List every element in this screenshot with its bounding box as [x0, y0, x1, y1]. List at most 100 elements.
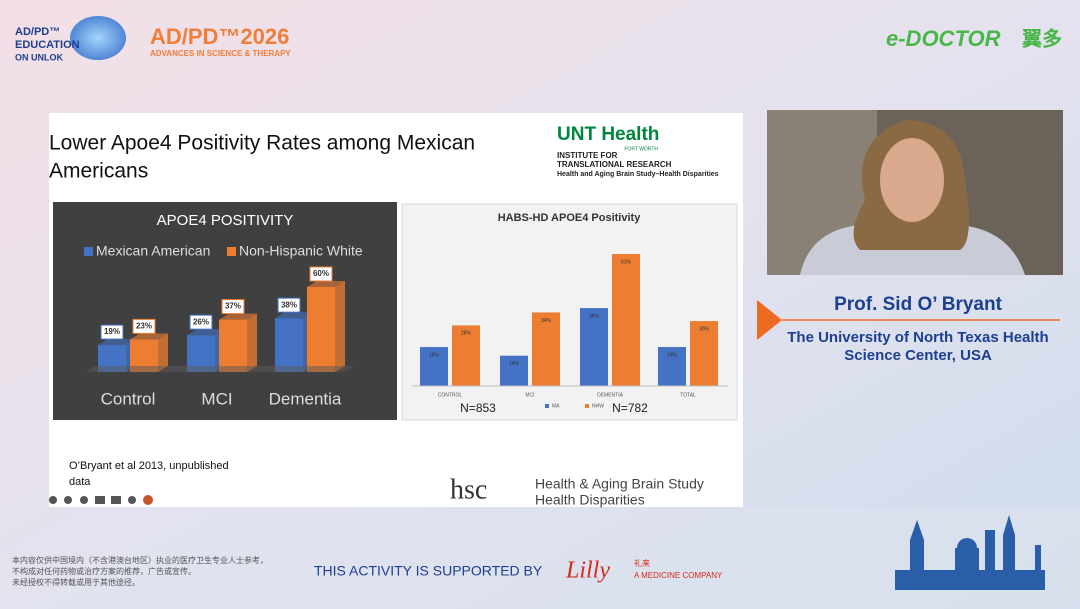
citation: O’Bryant et al 2013, unpublished: [69, 460, 229, 472]
name-marker: [757, 300, 782, 340]
bar-top: [187, 329, 225, 336]
bar: [307, 287, 335, 372]
speaker-name: Prof. Sid O’ Bryant: [834, 294, 1003, 315]
x-tick-label: DEMENTIA: [597, 392, 624, 398]
bar-side: [247, 313, 257, 372]
toolbar-icon[interactable]: [128, 496, 136, 504]
bar: [580, 308, 608, 386]
x-tick-label: Dementia: [269, 389, 342, 408]
bar-top: [307, 281, 345, 287]
value-label-box: [132, 318, 156, 334]
institution-name: TRANSLATIONAL RESEARCH: [557, 160, 672, 169]
chart-title: APOE4 POSITIVITY: [157, 212, 294, 229]
bar-top: [219, 313, 257, 320]
legend-label: MA: [552, 403, 560, 409]
x-tick-label: MCI: [525, 392, 534, 398]
citation: data: [69, 476, 91, 488]
chart-title: HABS-HD APOE4 Positivity: [498, 212, 642, 224]
toolbar-icon[interactable]: [143, 495, 153, 505]
speaker-affiliation: The University of North Texas Health: [787, 329, 1048, 346]
value-label: 18%: [429, 352, 440, 358]
study-name: Health & Aging Brain Study: [535, 476, 704, 492]
support-text: THIS ACTIVITY IS SUPPORTED BY: [314, 563, 543, 579]
skyline: [895, 515, 1045, 590]
institution-name: Health and Aging Brain Study–Health Disp…: [557, 171, 719, 178]
value-label-box: [189, 314, 213, 330]
bar-top: [130, 333, 168, 340]
annotation: N=782: [612, 401, 648, 415]
bar: [219, 319, 247, 372]
annotation: N=853: [460, 401, 496, 415]
legend-swatch: [545, 404, 549, 408]
chart-panel: [401, 203, 738, 421]
value-label: 36%: [589, 313, 600, 319]
value-label: 28%: [461, 331, 472, 337]
bar-side: [335, 281, 345, 372]
bar: [500, 355, 528, 386]
value-label: 30%: [699, 326, 710, 332]
disclaimer: 不构成对任何药物或治疗方案的推荐，广告或宣传。: [12, 566, 196, 576]
value-label: 34%: [541, 318, 552, 324]
bar: [420, 347, 448, 386]
disclaimer: 未经授权不得转载或用于其他途径。: [12, 577, 140, 587]
legend-label: Mexican American: [96, 243, 210, 259]
floor: [85, 366, 355, 372]
sponsor-logo: Lilly: [565, 558, 610, 584]
value-label: 37%: [225, 302, 241, 311]
bar: [612, 254, 640, 386]
toolbar-icon[interactable]: [64, 496, 72, 504]
bar-side: [158, 333, 168, 372]
sponsor-tagline: A MEDICINE COMPANY: [634, 571, 723, 580]
footer-band: [0, 508, 1080, 609]
x-tick-label: MCI: [201, 389, 232, 408]
partner-logo: e-DOCTOR: [886, 26, 1001, 51]
slide-title: Lower Apoe4 Positivity Rates among Mexic…: [49, 132, 475, 155]
event-logo: AD/PD™: [15, 26, 60, 38]
bar: [187, 335, 215, 372]
sponsor-cn: 礼来: [634, 558, 650, 568]
conference-logo: AD/PD™2026: [150, 24, 289, 49]
legend-label: Non-Hispanic White: [239, 243, 363, 259]
legend-swatch: [585, 404, 589, 408]
value-label: 23%: [136, 322, 152, 331]
value-label: 18%: [667, 352, 678, 358]
legend-swatch: [227, 247, 236, 256]
event-logo: EDUCATION: [15, 39, 80, 51]
toolbar-icon[interactable]: [80, 496, 88, 504]
value-label-box: [100, 324, 124, 340]
event-logo: ON UNLOK: [15, 52, 63, 62]
legend-swatch: [84, 247, 93, 256]
bar: [452, 325, 480, 386]
toolbar-icon[interactable]: [95, 496, 105, 504]
value-label-box: [309, 266, 333, 282]
value-label: 38%: [281, 300, 297, 309]
institution-logo: UNT Health: [557, 124, 659, 145]
value-label: 19%: [104, 327, 120, 336]
x-tick-label: TOTAL: [680, 392, 696, 398]
value-label-box: [221, 299, 245, 315]
value-label: 14%: [509, 361, 520, 367]
study-name: Health Disparities: [535, 492, 645, 508]
video-person-face: [880, 138, 944, 222]
value-label: 61%: [621, 259, 632, 265]
toolbar-icon[interactable]: [49, 496, 57, 504]
toolbar: [49, 495, 153, 505]
bar-top: [275, 312, 313, 319]
institution-logo: FORT WORTH: [624, 146, 658, 152]
slide-title: Americans: [49, 160, 148, 183]
legend-label: NHW: [592, 403, 604, 409]
value-label-box: [277, 297, 301, 313]
partner-logo-cn: 翼多: [1021, 26, 1062, 50]
bar-top: [98, 339, 136, 346]
x-tick-label: Control: [101, 389, 156, 408]
x-tick-label: CONTROL: [438, 392, 463, 398]
value-label: 26%: [193, 317, 209, 326]
bar: [690, 321, 718, 386]
conference-tagline: ADVANCES IN SCIENCE & THERAPY: [150, 49, 291, 58]
speaker-affiliation: Science Center, USA: [844, 347, 992, 364]
bar: [532, 312, 560, 386]
toolbar-icon[interactable]: [111, 496, 121, 504]
brain-logo: [70, 16, 126, 60]
disclaimer: 本内容仅供中国境内（不含港澳台地区）执业的医疗卫生专业人士参考，: [12, 555, 268, 565]
